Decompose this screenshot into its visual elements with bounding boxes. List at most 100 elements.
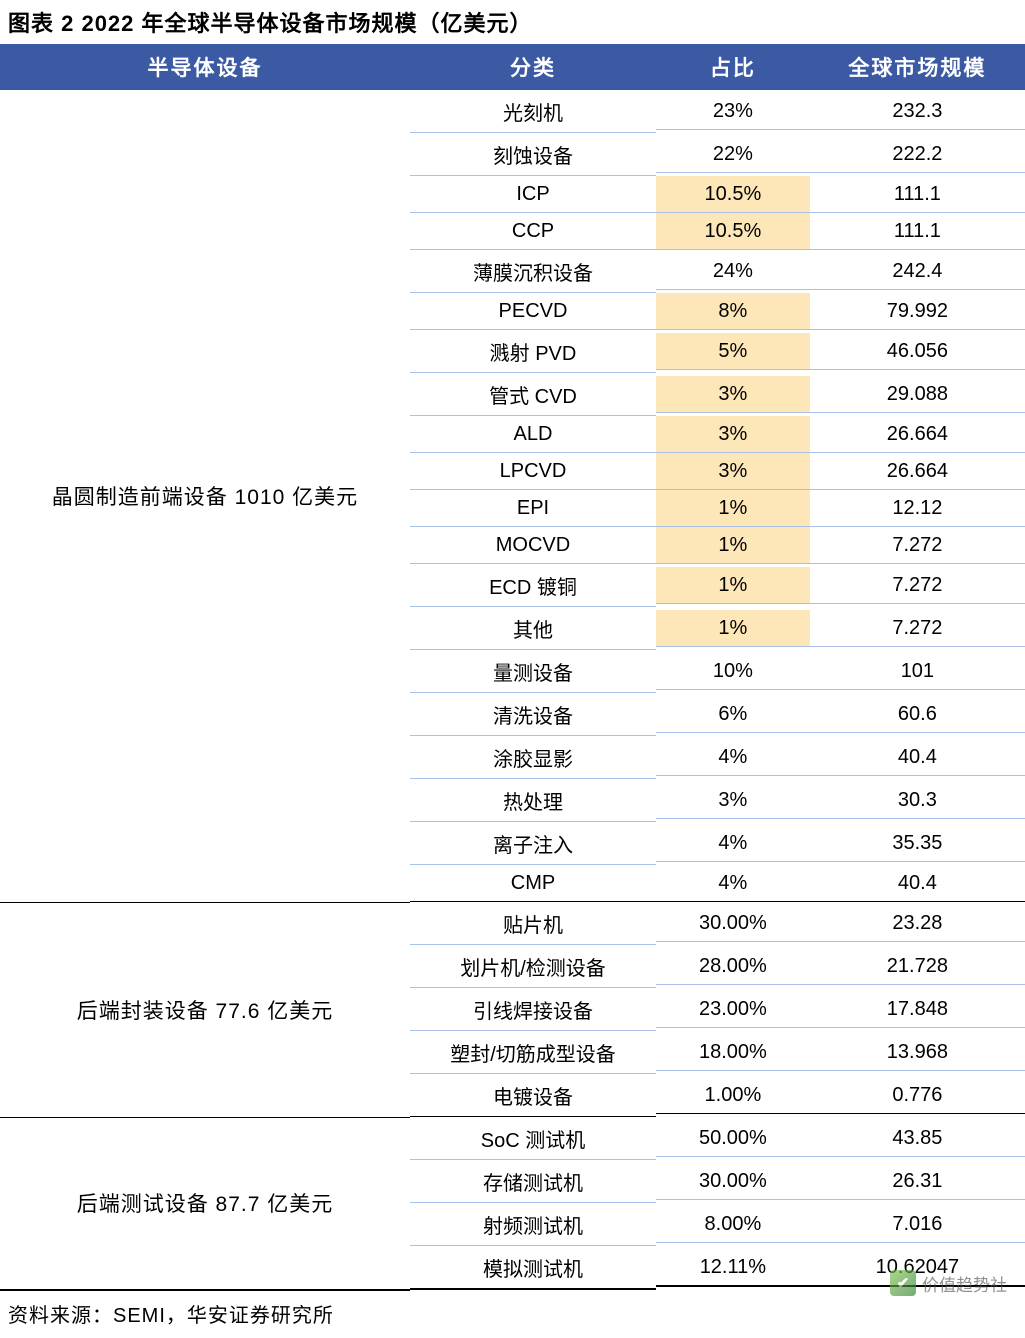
cell-value: 7.272: [810, 527, 1025, 564]
cell-subcategory: 存储测试机: [410, 1160, 656, 1203]
cell-value: 242.4: [810, 250, 1025, 293]
semiconductor-market-table: 半导体设备 分类 占比 全球市场规模 晶圆制造前端设备 1010 亿美元光刻机2…: [0, 44, 1025, 1291]
cell-subcategory: 溅射 PVD: [410, 330, 656, 373]
cell-subcategory: 引线焊接设备: [410, 988, 656, 1031]
cell-value: 26.664: [810, 453, 1025, 490]
cell-subcategory: CCP: [410, 213, 656, 250]
group-label: 后端测试设备 87.7 亿美元: [0, 1117, 410, 1290]
cell-value: 60.6: [810, 693, 1025, 736]
cell-percent: 4%: [656, 736, 810, 779]
cell-value: 10.62047: [810, 1246, 1025, 1290]
cell-subcategory: 清洗设备: [410, 693, 656, 736]
cell-value: 7.016: [810, 1203, 1025, 1246]
cell-percent: 18.00%: [656, 1031, 810, 1074]
table-header-row: 半导体设备 分类 占比 全球市场规模: [0, 44, 1025, 90]
cell-percent: 1.00%: [656, 1074, 810, 1117]
cell-percent: 28.00%: [656, 945, 810, 988]
cell-value: 26.664: [810, 416, 1025, 453]
cell-percent: 50.00%: [656, 1117, 810, 1160]
cell-subcategory: 模拟测试机: [410, 1246, 656, 1290]
cell-subcategory: 量测设备: [410, 650, 656, 693]
cell-value: 17.848: [810, 988, 1025, 1031]
cell-percent: 6%: [656, 693, 810, 736]
cell-subcategory: 刻蚀设备: [410, 133, 656, 176]
cell-percent: 23.00%: [656, 988, 810, 1031]
cell-subcategory: 管式 CVD: [410, 373, 656, 416]
cell-percent: 3%: [656, 416, 810, 453]
cell-percent: 1%: [656, 607, 810, 650]
cell-subcategory: 电镀设备: [410, 1074, 656, 1117]
group-label: 后端封装设备 77.6 亿美元: [0, 902, 410, 1117]
cell-percent: 24%: [656, 250, 810, 293]
cell-subcategory: 热处理: [410, 779, 656, 822]
cell-value: 111.1: [810, 176, 1025, 213]
cell-subcategory: ICP: [410, 176, 656, 213]
cell-percent: 1%: [656, 490, 810, 527]
cell-percent: 23%: [656, 90, 810, 133]
cell-value: 13.968: [810, 1031, 1025, 1074]
cell-value: 40.4: [810, 736, 1025, 779]
cell-subcategory: MOCVD: [410, 527, 656, 564]
cell-percent: 4%: [656, 822, 810, 865]
col-header-subcategory: 分类: [410, 44, 656, 90]
cell-value: 40.4: [810, 865, 1025, 902]
cell-subcategory: 塑封/切筋成型设备: [410, 1031, 656, 1074]
cell-subcategory: PECVD: [410, 293, 656, 330]
data-source: 资料来源：SEMI，华安证券研究所: [0, 1291, 1025, 1338]
cell-value: 21.728: [810, 945, 1025, 988]
cell-value: 0.776: [810, 1074, 1025, 1117]
cell-subcategory: 划片机/检测设备: [410, 945, 656, 988]
cell-subcategory: 涂胶显影: [410, 736, 656, 779]
cell-value: 7.272: [810, 564, 1025, 607]
cell-percent: 5%: [656, 330, 810, 373]
cell-value: 222.2: [810, 133, 1025, 176]
cell-percent: 1%: [656, 527, 810, 564]
cell-subcategory: SoC 测试机: [410, 1117, 656, 1160]
cell-value: 43.85: [810, 1117, 1025, 1160]
cell-percent: 10.5%: [656, 213, 810, 250]
cell-value: 35.35: [810, 822, 1025, 865]
cell-percent: 8%: [656, 293, 810, 330]
cell-subcategory: 其他: [410, 607, 656, 650]
cell-percent: 3%: [656, 453, 810, 490]
table-row: 后端测试设备 87.7 亿美元SoC 测试机50.00%43.85: [0, 1117, 1025, 1160]
cell-value: 46.056: [810, 330, 1025, 373]
cell-percent: 3%: [656, 779, 810, 822]
cell-subcategory: LPCVD: [410, 453, 656, 490]
cell-subcategory: 光刻机: [410, 90, 656, 133]
cell-value: 29.088: [810, 373, 1025, 416]
cell-value: 232.3: [810, 90, 1025, 133]
cell-subcategory: 贴片机: [410, 902, 656, 945]
table-row: 晶圆制造前端设备 1010 亿美元光刻机23%232.3: [0, 90, 1025, 133]
cell-percent: 1%: [656, 564, 810, 607]
cell-subcategory: ECD 镀铜: [410, 564, 656, 607]
cell-percent: 8.00%: [656, 1203, 810, 1246]
cell-percent: 10%: [656, 650, 810, 693]
cell-percent: 30.00%: [656, 902, 810, 945]
cell-value: 30.3: [810, 779, 1025, 822]
cell-value: 23.28: [810, 902, 1025, 945]
cell-percent: 12.11%: [656, 1246, 810, 1290]
col-header-percent: 占比: [656, 44, 810, 90]
cell-value: 12.12: [810, 490, 1025, 527]
cell-subcategory: EPI: [410, 490, 656, 527]
cell-percent: 22%: [656, 133, 810, 176]
cell-value: 7.272: [810, 607, 1025, 650]
col-header-value: 全球市场规模: [810, 44, 1025, 90]
cell-percent: 3%: [656, 373, 810, 416]
cell-percent: 4%: [656, 865, 810, 902]
cell-value: 26.31: [810, 1160, 1025, 1203]
group-label: 晶圆制造前端设备 1010 亿美元: [0, 90, 410, 902]
cell-percent: 10.5%: [656, 176, 810, 213]
cell-subcategory: CMP: [410, 865, 656, 902]
cell-value: 79.992: [810, 293, 1025, 330]
cell-value: 111.1: [810, 213, 1025, 250]
cell-subcategory: ALD: [410, 416, 656, 453]
cell-value: 101: [810, 650, 1025, 693]
table-row: 后端封装设备 77.6 亿美元贴片机30.00%23.28: [0, 902, 1025, 945]
chart-title: 图表 2 2022 年全球半导体设备市场规模（亿美元）: [0, 0, 1025, 44]
cell-subcategory: 薄膜沉积设备: [410, 250, 656, 293]
col-header-category: 半导体设备: [0, 44, 410, 90]
cell-subcategory: 离子注入: [410, 822, 656, 865]
cell-subcategory: 射频测试机: [410, 1203, 656, 1246]
